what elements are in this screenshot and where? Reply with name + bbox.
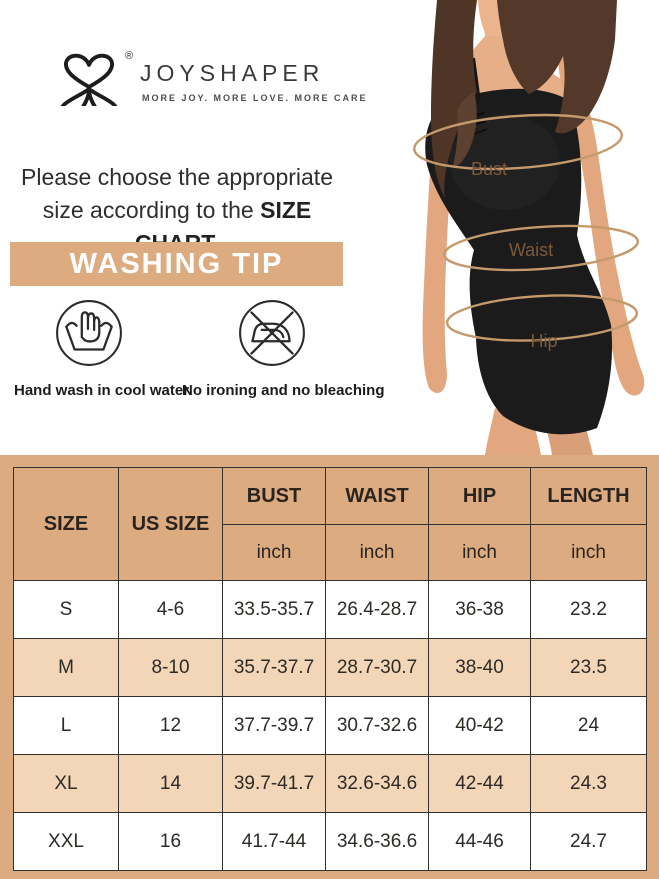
no-iron-instruction: No ironing and no bleaching (182, 298, 385, 399)
cell-length: 23.2 (530, 580, 647, 639)
cell-length: 24.7 (530, 812, 647, 871)
cell-hip: 38-40 (428, 638, 531, 697)
column-header-hip: HIP (428, 467, 531, 525)
size-advice-text: Please choose the appropriate size accor… (0, 161, 354, 260)
waist-ellipse (443, 224, 639, 272)
hip-ellipse (445, 294, 639, 342)
size-row-xxl: XXL 16 41.7-44 34.6-36.6 44-46 24.7 (13, 812, 647, 871)
size-row-l: L 12 37.7-39.7 30.7-32.6 40-42 24 (13, 696, 647, 755)
hand-wash-instruction: Hand wash in cool water (14, 298, 190, 399)
cell-us: 12 (118, 696, 223, 755)
cell-waist: 28.7-30.7 (325, 638, 429, 697)
model-hair-left (431, 0, 477, 198)
cell-us: 16 (118, 812, 223, 871)
cell-size: L (13, 696, 119, 755)
cell-size: XL (13, 754, 119, 813)
cell-bust: 33.5-35.7 (222, 580, 326, 639)
dress-strap-left (471, 57, 481, 103)
cell-us: 14 (118, 754, 223, 813)
unit-waist: inch (325, 524, 429, 581)
header-row-units: inch inch inch inch (14, 524, 647, 581)
joyshaper-logo-icon (60, 53, 118, 106)
column-header-size: SIZE (13, 467, 119, 581)
hand-wash-label: Hand wash in cool water (14, 382, 190, 399)
hip-label: Hip (530, 331, 557, 351)
size-chart-section: SIZE US SIZE BUST WAIST HIP LENGTH inch … (0, 455, 659, 879)
cell-length: 24 (530, 696, 647, 755)
cell-hip: 44-46 (428, 812, 531, 871)
size-chart-table: SIZE US SIZE BUST WAIST HIP LENGTH inch … (13, 467, 647, 871)
brand-tagline: MORE JOY. MORE LOVE. MORE CARE (142, 93, 368, 103)
cell-hip: 42-44 (428, 754, 531, 813)
size-row-s: S 4-6 33.5-35.7 26.4-28.7 36-38 23.2 (13, 580, 647, 639)
cell-bust: 41.7-44 (222, 812, 326, 871)
bust-ellipse (413, 113, 623, 171)
cell-bust: 37.7-39.7 (222, 696, 326, 755)
cell-size: M (13, 638, 119, 697)
cell-length: 24.3 (530, 754, 647, 813)
model-hair-right (497, 0, 617, 134)
unit-bust: inch (222, 524, 326, 581)
column-header-us-size: US SIZE (118, 467, 223, 581)
no-iron-label: No ironing and no bleaching (182, 382, 385, 399)
header-row-measures: SIZE US SIZE BUST WAIST HIP LENGTH (13, 467, 647, 581)
waist-label: Waist (509, 240, 553, 260)
cell-hip: 40-42 (428, 696, 531, 755)
cell-size: XXL (13, 812, 119, 871)
cell-bust: 35.7-37.7 (222, 638, 326, 697)
intro-line2: size according to the (42, 197, 261, 223)
cell-us: 4-6 (118, 580, 223, 639)
column-header-length: LENGTH (530, 467, 647, 525)
intro-line1: Please choose the appropriate (21, 164, 333, 190)
cell-waist: 32.6-34.6 (325, 754, 429, 813)
cell-waist: 26.4-28.7 (325, 580, 429, 639)
model-measurement-figure: Bust Waist Hip (413, 0, 645, 455)
column-header-waist: WAIST (325, 467, 429, 525)
brand-name: JOYSHAPER (140, 60, 325, 86)
size-row-xl: XL 14 39.7-41.7 32.6-34.6 42-44 24.3 (13, 754, 647, 813)
cell-us: 8-10 (118, 638, 223, 697)
cell-hip: 36-38 (428, 580, 531, 639)
cell-size: S (13, 580, 119, 639)
bust-label: Bust (471, 159, 507, 179)
size-row-m: M 8-10 35.7-37.7 28.7-30.7 38-40 23.5 (13, 638, 647, 697)
cell-waist: 34.6-36.6 (325, 812, 429, 871)
unit-length: inch (530, 524, 647, 581)
hand-wash-icon (56, 300, 122, 366)
column-header-bust: BUST (222, 467, 326, 525)
cell-waist: 30.7-32.6 (325, 696, 429, 755)
no-iron-icon (239, 300, 305, 366)
model-right-arm (558, 50, 645, 396)
dress-sheen (450, 114, 560, 210)
model-hair-curl (453, 92, 477, 167)
unit-hip: inch (428, 524, 531, 581)
washing-tip-banner: WASHING TIP (10, 242, 343, 286)
cell-length: 23.5 (530, 638, 647, 697)
measurement-ellipses (413, 113, 639, 342)
registered-trademark: ® (125, 50, 134, 62)
cell-bust: 39.7-41.7 (222, 754, 326, 813)
